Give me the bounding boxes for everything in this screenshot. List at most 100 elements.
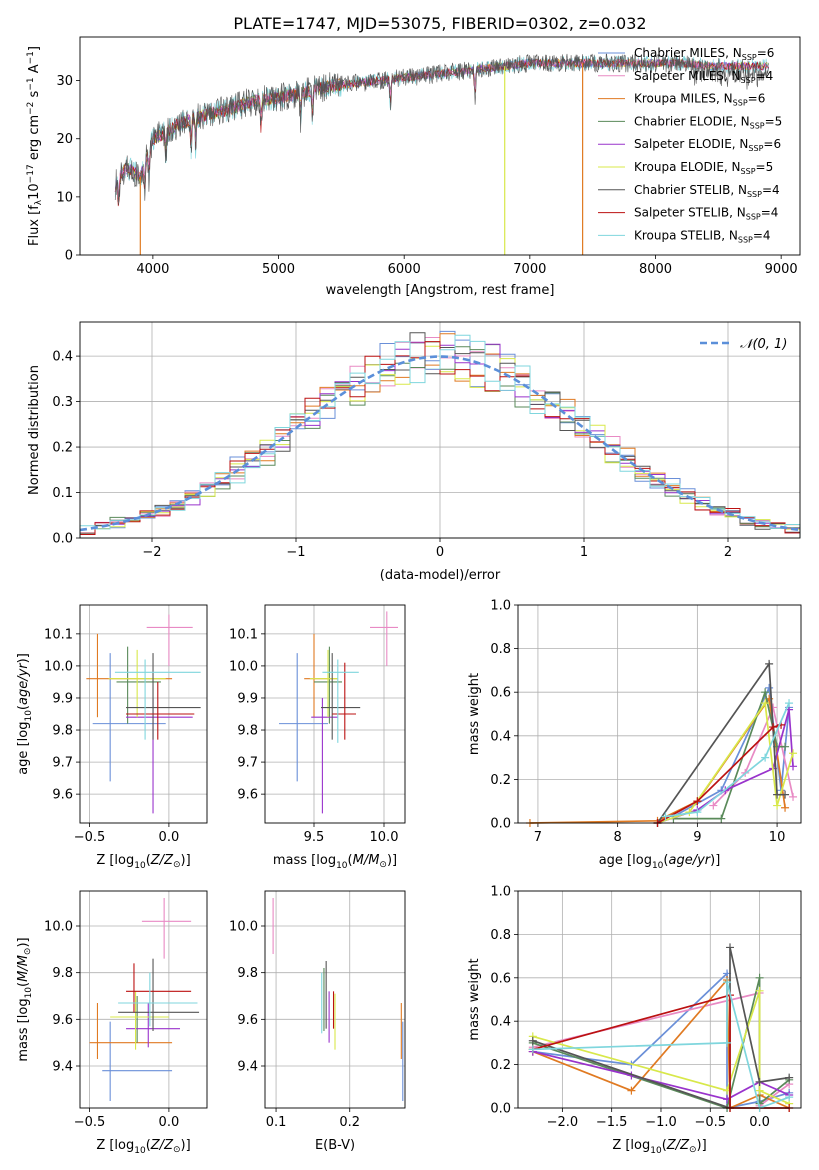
weight-point-STELIB_Kroupa [528,1045,537,1054]
y-tick-label: 9.4 [237,1060,258,1075]
weight-point-STELIB_Salpeter [693,797,702,806]
z-age-chart: −0.5 0.0 9.6 9.7 9.8 9.9 10.0 10.1 Z [log10(Z/Z⊙… [16,604,208,871]
weight-point-STELIB_Chabrier [726,943,735,952]
x-axis-label: wavelength [Angstrom, rest frame] [326,283,555,298]
x-tick-label: −0.5 [74,830,106,845]
weight-point-ELODIE_Chabrier [761,688,770,697]
histogram-STELIB_Kroupa [79,334,801,538]
weight-point-MILES_Kroupa [627,1086,636,1095]
x-tick-label: 0.0 [159,1115,180,1130]
weight-point-ELODIE_Kroupa [755,1086,764,1095]
y-tick-label: 0.2 [52,441,73,456]
weight-point-MILES_Kroupa [781,803,790,812]
weight-point-MILES_Chabrier [765,683,774,692]
weight-point-ELODIE_Kroupa [789,749,798,758]
weight-point-MILES_Salpeter [709,801,718,810]
legend-label: Kroupa STELIB, NSSP=4 [634,228,771,244]
legend-label: Salpeter STELIB, NSSP=4 [634,206,778,222]
weight-point-ELODIE_Chabrier [717,814,726,823]
weight-point-STELIB_Chabrier [781,790,790,799]
y-tick-label: 0.1 [52,486,73,501]
x-tick-label: 7000 [513,262,546,277]
y-tick-label: 0.8 [490,642,511,657]
weight-line-STELIB_Salpeter [657,724,782,824]
y-tick-label: 9.6 [237,1013,258,1028]
y-tick-label: 9.6 [237,788,258,803]
axes-frame [264,604,406,824]
weight-point-STELIB_Salpeter [769,723,778,732]
y-tick-label: 0.0 [52,532,73,547]
figure-title: PLATE=1747, MJD=53075, FIBERID=0302, z=0… [233,14,646,33]
x-tick-label: 0.0 [749,1115,770,1130]
x-axis-label: Z [log10(Z/Z⊙)] [96,1138,190,1156]
x-tick-label: 9000 [765,262,798,277]
x-tick-label: 5000 [262,262,295,277]
weight-point-STELIB_Chabrier [528,1036,537,1045]
weight-line-MILES_Kroupa [532,977,790,1110]
x-tick-label: 0.1 [266,1115,287,1130]
axes-frame [264,890,406,1109]
y-tick-label: 0 [65,249,73,264]
weight-point-STELIB_Kroupa [723,978,732,987]
y-axis-label: mass weight [467,958,482,1040]
weight-point-ELODIE_Kroupa [761,699,770,708]
weight-point-STELIB_Kroupa [693,808,702,817]
y-tick-label: 1.0 [490,885,511,900]
y-tick-label: 9.4 [52,1060,73,1075]
x-axis-label: Z [log10(Z/Z⊙)] [612,1138,706,1156]
weight-point-MILES_Salpeter [789,792,798,801]
ebv-mass-chart: 0.1 0.2 9.4 9.6 9.8 10.0 E(B-V) [229,890,406,1153]
y-axis-label: Flux [fλ10−17 erg cm−2 s−1 A−1] [26,46,44,246]
age-weight-chart: 7 8 9 10 0.0 0.2 0.4 0.6 0.8 1.0 mass weight age [l… [467,599,802,871]
weight-point-ELODIE_Kroupa [773,801,782,810]
legend-label: Chabrier ELODIE, NSSP=5 [634,114,782,130]
legend-label: Chabrier STELIB, NSSP=4 [634,183,780,199]
y-tick-label: 0.4 [490,1015,511,1030]
x-tick-label: 9.5 [304,830,325,845]
axes-frame [79,604,208,824]
y-tick-label: 0.6 [490,971,511,986]
y-tick-label: 10 [56,190,73,205]
weight-point-STELIB_Chabrier [785,1073,794,1082]
legend-label: Chabrier MILES, NSSP=6 [634,46,774,62]
y-tick-label: 10.0 [44,659,73,674]
y-axis-label: mass weight [467,673,482,755]
y-axis-label: mass [log10(M/M⊙)] [16,937,34,1061]
x-tick-label: 0.2 [339,1115,360,1130]
y-tick-label: 9.8 [237,966,258,981]
weight-point-STELIB_Kroupa [785,1093,794,1102]
spectrum-legend: Chabrier MILES, NSSP=6 Salpeter MILES, NS… [598,46,782,244]
y-tick-label: 10.1 [229,627,258,642]
x-axis-label: mass [log10(M/M⊙)] [273,853,397,871]
y-tick-label: 9.8 [237,724,258,739]
y-tick-label: 0.4 [490,729,511,744]
y-tick-label: 9.7 [52,756,73,771]
x-tick-label: −1.0 [645,1115,677,1130]
axes-frame [79,890,208,1109]
legend-label: Salpeter ELODIE, NSSP=6 [634,137,781,153]
weight-line-STELIB_Kroupa [665,702,790,818]
x-tick-label: 7 [534,830,542,845]
y-tick-label: 9.9 [237,691,258,706]
y-tick-label: 9.7 [237,756,258,771]
weight-point-STELIB_Kroupa [661,812,670,821]
x-tick-label: 8000 [639,262,672,277]
y-axis-label: Normed distribution [27,365,42,495]
y-tick-label: 10.0 [44,920,73,935]
x-tick-label: 0.0 [159,830,180,845]
x-tick-label: 10 [769,830,786,845]
legend-label: Salpeter MILES, NSSP=4 [634,69,773,85]
axes-frame [79,321,801,539]
weight-point-STELIB_Chabrier [765,659,774,668]
y-tick-label: 0.0 [490,817,511,832]
x-tick-label: −2.0 [547,1115,579,1130]
y-tick-label: 0.2 [490,773,511,788]
x-axis-label: (data-model)/error [380,568,501,583]
weight-point-ELODIE_Salpeter [789,762,798,771]
x-tick-label: 8 [614,830,622,845]
y-tick-label: 0.0 [490,1102,511,1117]
weight-point-ELODIE_Chabrier [781,742,790,751]
weight-point-STELIB_Kroupa [723,1038,732,1047]
y-tick-label: 10.1 [44,627,73,642]
